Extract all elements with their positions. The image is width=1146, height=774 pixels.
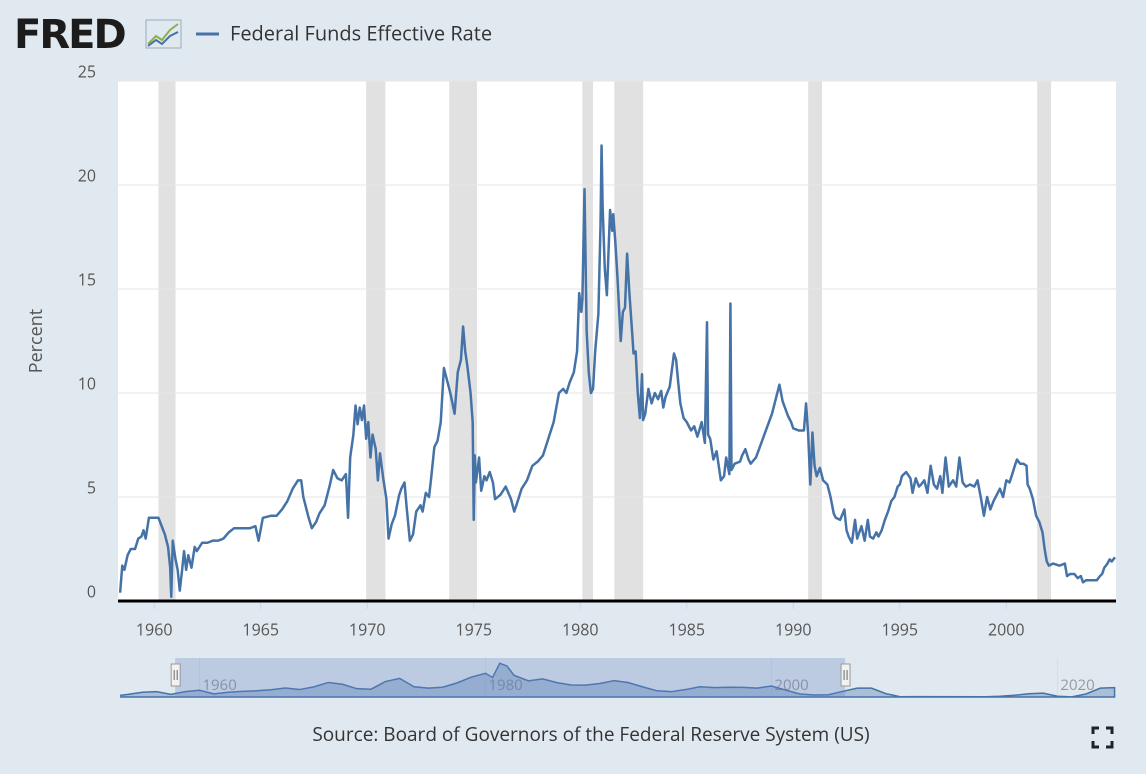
- x-tick-label: 1990: [775, 618, 812, 640]
- navigator-tick-label: 1960: [202, 675, 236, 695]
- y-axis-label: Percent: [24, 309, 48, 373]
- y-tick-label: 10: [78, 372, 96, 394]
- source: Source: Board of Governors of the Federa…: [312, 721, 869, 747]
- recession-band: [158, 81, 176, 601]
- handle-body: [840, 663, 851, 687]
- recession-band: [1037, 81, 1052, 601]
- x-tick-label: 1965: [242, 618, 279, 640]
- series-line: [118, 144, 1116, 599]
- navigator-tick-label: 1980: [488, 675, 522, 695]
- y-tick-label: 25: [78, 60, 96, 82]
- navigator-tick-label: 2020: [1060, 675, 1094, 695]
- navigator-selection: [175, 658, 846, 697]
- x-tick-label: 1960: [136, 618, 173, 640]
- y-tick-label: 20: [78, 164, 96, 186]
- logo[interactable]: FRED: [14, 12, 127, 58]
- x-tick-label: 1975: [455, 618, 492, 640]
- y-tick-label: 15: [78, 268, 96, 290]
- x-tick-label: 1995: [881, 618, 918, 640]
- navigator-area: [120, 662, 1116, 698]
- x-tick-label: 1970: [349, 618, 386, 640]
- legend-label: Federal Funds Effective Rate: [230, 19, 492, 46]
- logo-icon: [145, 19, 182, 49]
- x-tick-label: 1980: [562, 618, 599, 640]
- y-tick-label: 5: [87, 476, 96, 498]
- navigator-background: [118, 658, 1116, 697]
- x-tick-label: 1985: [668, 618, 705, 640]
- fullscreen-icon[interactable]: [1091, 726, 1114, 749]
- recession-band: [808, 81, 823, 601]
- handle-body: [170, 663, 181, 687]
- navigator-handle[interactable]: [170, 663, 181, 687]
- recession-band: [366, 81, 386, 601]
- recession-band: [614, 81, 644, 601]
- x-tick-label: 2000: [988, 618, 1025, 640]
- y-tick-label: 0: [87, 580, 96, 602]
- navigator-handle[interactable]: [840, 663, 851, 687]
